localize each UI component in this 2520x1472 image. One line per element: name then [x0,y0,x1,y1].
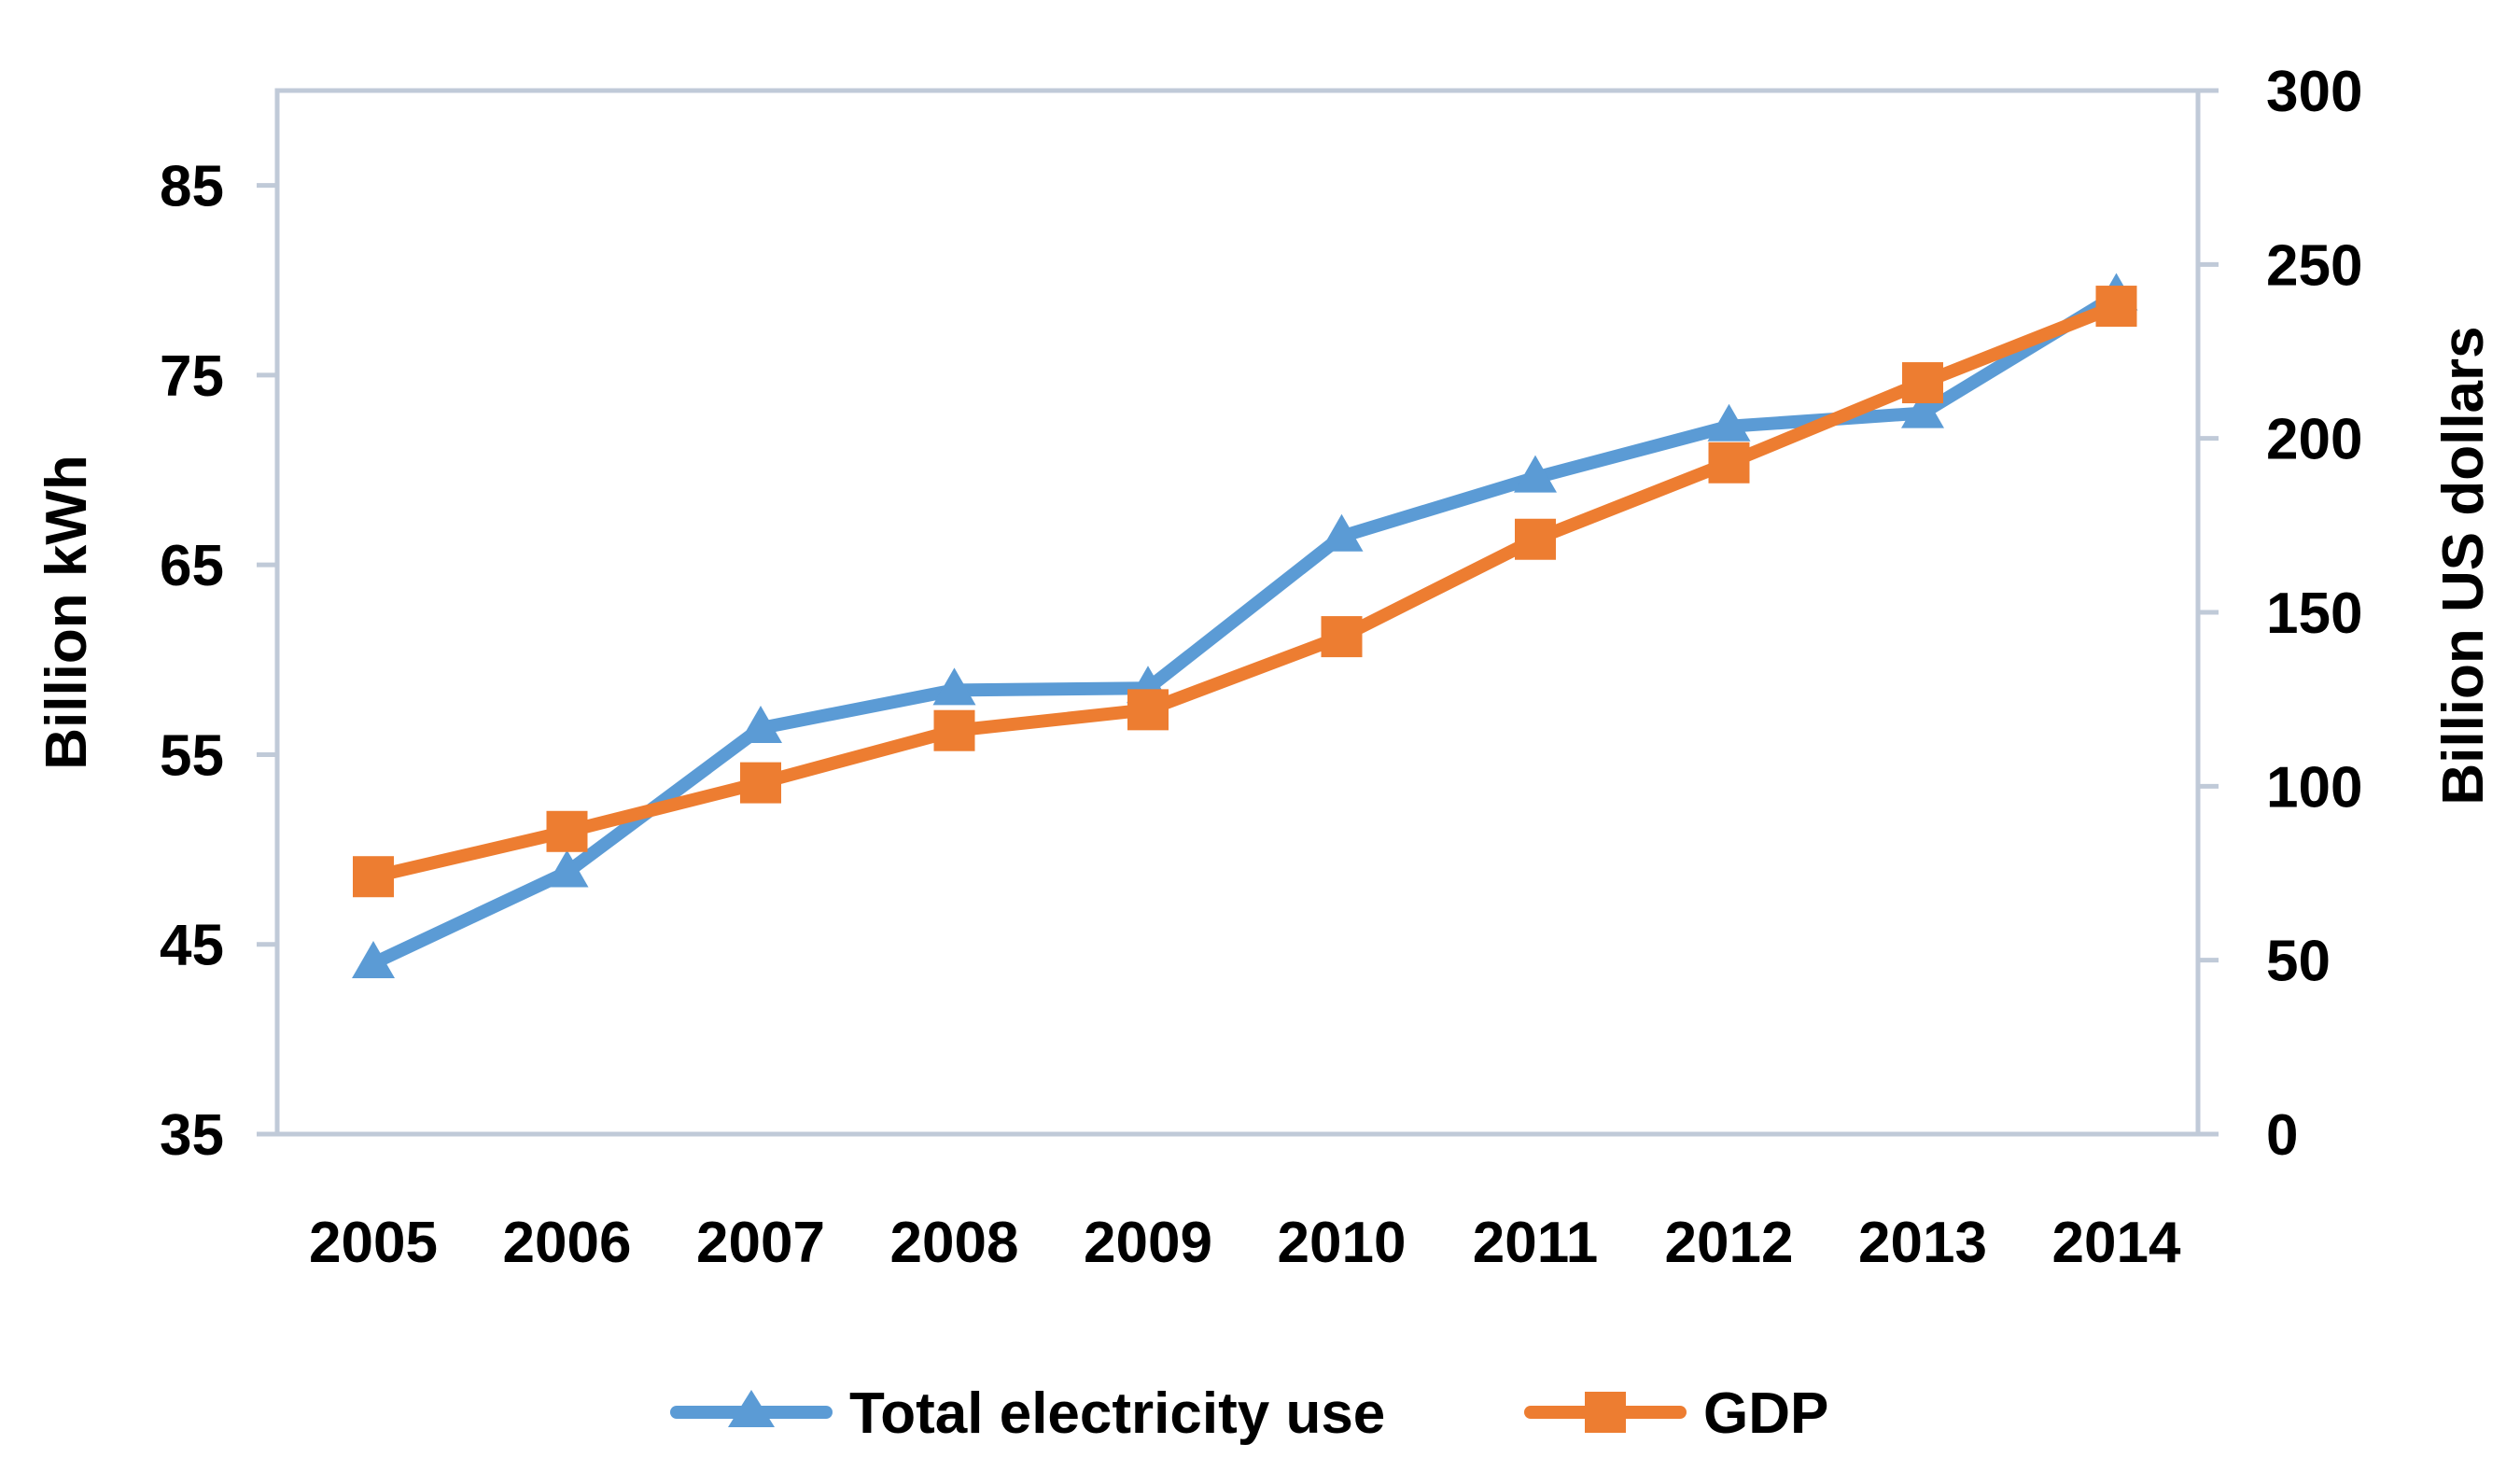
right-tick-label: 250 [2266,233,2362,298]
legend-triangle-icon [728,1390,775,1427]
data-point-gdp [933,709,975,751]
data-point-total-electricity-use [1901,390,1944,428]
data-point-total-electricity-use [932,667,976,706]
left-tick-label: 35 [160,1103,224,1168]
right-tick-label: 300 [2266,60,2362,124]
legend-item-gdp: GDP [1524,1381,1828,1446]
data-point-gdp [740,762,781,804]
left-tick-label: 85 [160,155,224,219]
x-tick-label: 2012 [1665,1211,1794,1275]
x-tick-label: 2006 [503,1211,632,1275]
right-tick-label: 150 [2266,582,2362,646]
left-axis-title: Billion kWh [35,455,99,770]
data-point-gdp [546,810,588,852]
right-tick-label: 100 [2266,755,2362,820]
right-tick-label: 50 [2266,930,2331,994]
data-point-total-electricity-use [1707,403,1751,442]
x-tick-label: 2007 [696,1211,825,1275]
x-tick-label: 2014 [2052,1211,2181,1275]
x-tick-label: 2008 [890,1211,1019,1275]
data-point-total-electricity-use [352,941,395,979]
data-point-total-electricity-use [1514,455,1557,493]
legend-item-electricity: Total electricity use [670,1381,1385,1446]
x-tick-label: 2010 [1278,1211,1407,1275]
legend-electricity-label: Total electricity use [849,1381,1385,1446]
x-axis-ticks: 2005 2006 2007 2008 2009 2010 2011 2012 2013 2014 [309,1211,2181,1275]
x-tick-label: 2013 [1858,1211,1987,1275]
legend-square-icon [1585,1392,1626,1433]
legend-gdp-label: GDP [1703,1381,1828,1446]
legend: Total electricity use GDP [670,1381,1828,1446]
data-point-total-electricity-use [1320,513,1364,552]
right-tick-label: 200 [2266,408,2362,472]
series-layer [352,273,2138,979]
data-point-gdp [1127,689,1169,731]
data-point-total-electricity-use [739,705,782,743]
data-point-gdp [1902,362,1943,404]
left-tick-label: 55 [160,723,224,788]
x-tick-label: 2011 [1473,1211,1599,1275]
right-axis-title: Billion US dollars [2431,326,2496,805]
data-point-gdp [1708,442,1750,484]
left-tick-label: 65 [160,534,224,598]
data-point-total-electricity-use [545,849,589,888]
left-tick-label: 45 [160,914,224,978]
series-line-gdp [367,300,2123,884]
x-tick-label: 2009 [1084,1211,1212,1275]
data-point-gdp [1515,518,1556,560]
right-tick-label: 0 [2266,1103,2298,1168]
x-tick-label: 2005 [309,1211,438,1275]
left-axis-ticks: 35 45 55 65 75 85 [160,155,277,1168]
data-point-gdp [353,856,394,898]
data-point-gdp [1321,616,1363,658]
right-axis-ticks: 0 50 100 150 200 250 300 [2198,60,2362,1168]
data-point-gdp [2095,286,2137,328]
left-tick-label: 75 [160,344,224,409]
